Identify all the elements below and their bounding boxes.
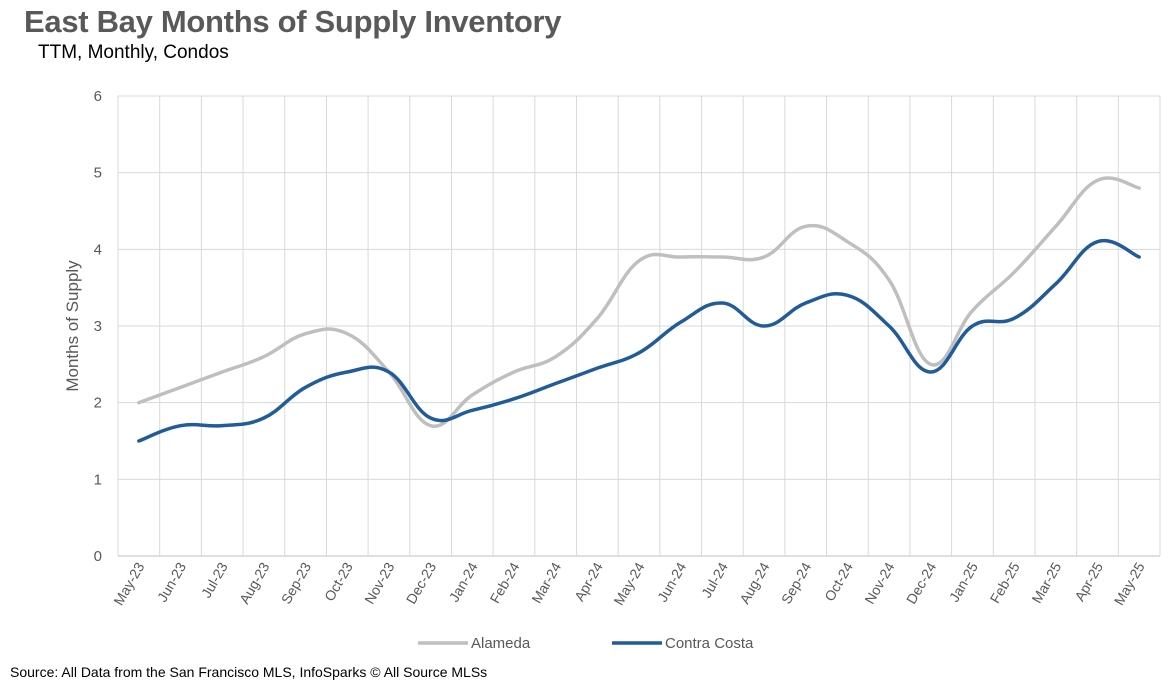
series-lines (137, 176, 1141, 443)
y-tick-label: 4 (94, 241, 102, 258)
x-tick-label: Sep-23 (278, 559, 315, 606)
x-tick-label: May-24 (610, 559, 647, 608)
chart-subtitle: TTM, Monthly, Condos (38, 42, 229, 63)
x-tick-label: Oct-24 (821, 559, 856, 604)
chart-title: East Bay Months of Supply Inventory (24, 4, 562, 39)
y-tick-label: 2 (94, 395, 102, 412)
x-tick-label: Jan-25 (946, 559, 981, 604)
x-tick-label: Jun-23 (154, 559, 189, 604)
x-tick-label: May-23 (110, 559, 147, 608)
y-axis-ticks: 0 1 2 3 4 5 6 (94, 88, 102, 565)
x-tick-label: Nov-23 (361, 559, 398, 606)
x-tick-label: Feb-24 (487, 559, 523, 606)
x-tick-label: Jul-24 (698, 559, 731, 600)
x-tick-label: Aug-24 (736, 559, 773, 606)
series-line-alameda (137, 176, 1141, 428)
x-tick-label: Oct-23 (321, 559, 356, 604)
x-tick-label: Apr-24 (571, 559, 606, 604)
x-tick-label: Jun-24 (654, 559, 689, 604)
chart-legend: Alameda Contra Costa (418, 635, 754, 652)
series-line-contra-costa (137, 238, 1141, 443)
x-tick-label: Nov-24 (861, 559, 898, 606)
source-note: Source: All Data from the San Francisco … (10, 664, 488, 680)
x-tick-label: Aug-23 (236, 559, 273, 606)
y-tick-label: 1 (94, 471, 102, 488)
legend-label-alameda: Alameda (471, 635, 531, 652)
x-axis-ticks: May-23 Jun-23 Jul-23 Aug-23 Sep-23 Oct-23 Nov-… (110, 559, 1148, 608)
x-tick-label: Jul-23 (198, 559, 231, 600)
y-tick-label: 5 (94, 165, 102, 182)
x-tick-label: Feb-25 (987, 559, 1023, 606)
x-tick-label: Sep-24 (778, 559, 815, 606)
x-tick-label: Jan-24 (446, 559, 481, 604)
x-tick-label: May-25 (1111, 559, 1148, 608)
chart-grid (117, 95, 1161, 557)
legend-label-contra-costa: Contra Costa (665, 635, 754, 652)
x-tick-label: Mar-24 (528, 559, 564, 606)
x-tick-label: Dec-24 (903, 559, 940, 606)
x-tick-label: Apr-25 (1071, 559, 1106, 604)
y-axis-label: Months of Supply (63, 260, 82, 392)
y-tick-label: 6 (94, 88, 102, 105)
y-tick-label: 3 (94, 318, 102, 335)
x-tick-label: Dec-23 (403, 559, 440, 606)
x-tick-label: Mar-25 (1028, 559, 1064, 606)
y-tick-label: 0 (94, 548, 102, 565)
